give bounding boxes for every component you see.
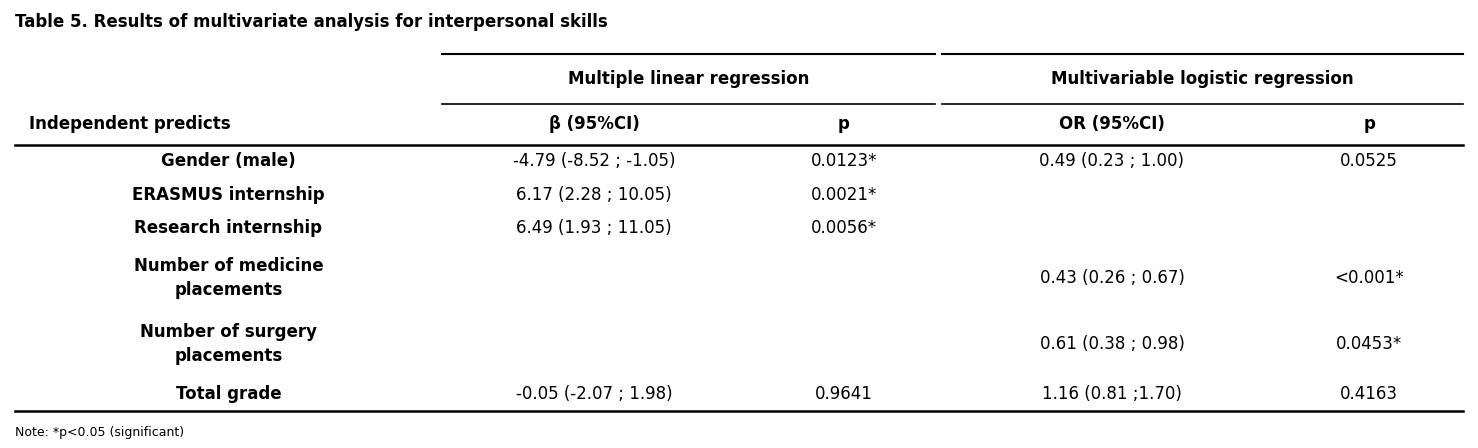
Text: 0.0021*: 0.0021*: [811, 186, 878, 204]
Text: Research internship: Research internship: [134, 219, 322, 237]
Text: 0.0525: 0.0525: [1341, 152, 1398, 171]
Text: Multiple linear regression: Multiple linear regression: [568, 70, 808, 88]
Text: 1.16 (0.81 ;1.70): 1.16 (0.81 ;1.70): [1042, 385, 1182, 403]
Text: 0.0056*: 0.0056*: [811, 219, 876, 237]
Text: 0.49 (0.23 ; 1.00): 0.49 (0.23 ; 1.00): [1039, 152, 1184, 171]
Text: Table 5. Results of multivariate analysis for interpersonal skills: Table 5. Results of multivariate analysi…: [15, 13, 607, 31]
Text: Number of medicine: Number of medicine: [133, 257, 324, 275]
Text: placements: placements: [174, 347, 282, 365]
Text: -0.05 (-2.07 ; 1.98): -0.05 (-2.07 ; 1.98): [516, 385, 672, 403]
Text: 6.17 (2.28 ; 10.05): 6.17 (2.28 ; 10.05): [516, 186, 672, 204]
Text: 0.4163: 0.4163: [1341, 385, 1398, 403]
Text: 0.43 (0.26 ; 0.67): 0.43 (0.26 ; 0.67): [1039, 269, 1184, 287]
Text: placements: placements: [174, 281, 282, 299]
Text: Number of surgery: Number of surgery: [140, 323, 316, 341]
Text: p: p: [838, 116, 850, 134]
Text: 0.61 (0.38 ; 0.98): 0.61 (0.38 ; 0.98): [1039, 335, 1184, 353]
Text: Total grade: Total grade: [176, 385, 281, 403]
Text: β (95%CI): β (95%CI): [548, 116, 640, 134]
Text: Note: *p<0.05 (significant): Note: *p<0.05 (significant): [15, 426, 183, 439]
Text: ERASMUS internship: ERASMUS internship: [132, 186, 325, 204]
Text: -4.79 (-8.52 ; -1.05): -4.79 (-8.52 ; -1.05): [513, 152, 675, 171]
Text: Independent predicts: Independent predicts: [30, 116, 231, 134]
Text: <0.001*: <0.001*: [1335, 269, 1404, 287]
Text: p: p: [1363, 116, 1375, 134]
Text: 0.0123*: 0.0123*: [811, 152, 878, 171]
Text: 6.49 (1.93 ; 11.05): 6.49 (1.93 ; 11.05): [516, 219, 672, 237]
Text: OR (95%CI): OR (95%CI): [1060, 116, 1165, 134]
Text: Gender (male): Gender (male): [161, 152, 296, 171]
Text: 0.0453*: 0.0453*: [1336, 335, 1403, 353]
Text: 0.9641: 0.9641: [814, 385, 873, 403]
Text: Multivariable logistic regression: Multivariable logistic regression: [1051, 70, 1354, 88]
